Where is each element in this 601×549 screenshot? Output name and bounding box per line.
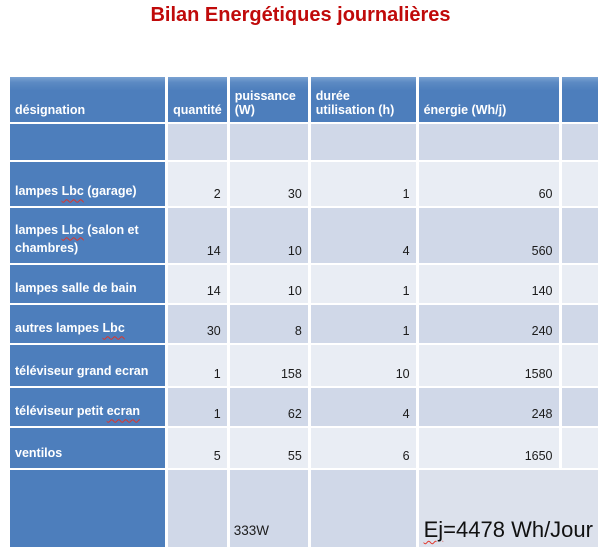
total-power-cell: 333W <box>229 470 308 547</box>
power-cell: 10 <box>229 265 308 303</box>
quantity-cell <box>168 470 227 547</box>
quantity-cell: 1 <box>168 345 227 386</box>
energy-cell: 140 <box>418 265 559 303</box>
extra-cell <box>561 428 598 468</box>
extra-cell <box>561 162 598 206</box>
power-cell <box>229 124 308 160</box>
energy-table: désignation quantité puissance (W) durée… <box>7 75 601 549</box>
designation-cell: téléviseur petit ecran <box>10 388 166 426</box>
quantity-cell: 14 <box>168 208 227 263</box>
table-row: téléviseur grand ecran 1 158 10 1580 <box>10 345 598 386</box>
energy-cell <box>418 124 559 160</box>
designation-cell: autres lampes Lbc <box>10 305 166 343</box>
quantity-cell: 1 <box>168 388 227 426</box>
duration-cell: 1 <box>310 305 416 343</box>
power-cell: 8 <box>229 305 308 343</box>
header-energy: énergie (Wh/j) <box>418 77 559 122</box>
power-cell: 30 <box>229 162 308 206</box>
designation-cell: ventilos <box>10 428 166 468</box>
energy-cell: 240 <box>418 305 559 343</box>
designation-cell <box>10 124 166 160</box>
misspelled-word: Ej <box>423 516 444 542</box>
duration-cell: 4 <box>310 208 416 263</box>
energy-cell: 1650 <box>418 428 559 468</box>
header-duration: durée utilisation (h) <box>310 77 416 122</box>
extra-cell <box>561 305 598 343</box>
total-energy-cell: Ej=4478 Wh/Jour <box>418 470 598 547</box>
table-header-row: désignation quantité puissance (W) durée… <box>10 77 598 122</box>
extra-cell <box>561 345 598 386</box>
designation-cell: téléviseur grand ecran <box>10 345 166 386</box>
page-title: Bilan Energétiques journalières <box>150 4 451 26</box>
power-cell: 55 <box>229 428 308 468</box>
misspelled-word: Lbc <box>61 222 84 237</box>
table-row: lampes Lbc (garage) 2 30 1 60 <box>10 162 598 206</box>
misspelled-word: ecran <box>106 404 141 419</box>
duration-cell: 1 <box>310 162 416 206</box>
power-cell: 62 <box>229 388 308 426</box>
duration-cell: 10 <box>310 345 416 386</box>
energy-cell: 1580 <box>418 345 559 386</box>
duration-cell: 4 <box>310 388 416 426</box>
designation-cell: lampes Lbc (salon et chambres) <box>10 208 166 263</box>
energy-cell: 560 <box>418 208 559 263</box>
duration-cell: 6 <box>310 428 416 468</box>
energy-cell: 248 <box>418 388 559 426</box>
quantity-cell: 5 <box>168 428 227 468</box>
header-extra <box>561 77 598 122</box>
header-quantity: quantité <box>168 77 227 122</box>
spacer-row <box>10 124 598 160</box>
header-power: puissance (W) <box>229 77 308 122</box>
quantity-cell: 14 <box>168 265 227 303</box>
duration-cell <box>310 470 416 547</box>
table-row: lampes Lbc (salon et chambres) 14 10 4 5… <box>10 208 598 263</box>
quantity-cell: 2 <box>168 162 227 206</box>
designation-cell: lampes Lbc (garage) <box>10 162 166 206</box>
table-row: téléviseur petit ecran 1 62 4 248 <box>10 388 598 426</box>
designation-cell: lampes salle de bain <box>10 265 166 303</box>
table-row: ventilos 5 55 6 1650 <box>10 428 598 468</box>
duration-cell: 1 <box>310 265 416 303</box>
duration-cell <box>310 124 416 160</box>
power-cell: 10 <box>229 208 308 263</box>
quantity-cell: 30 <box>168 305 227 343</box>
energy-cell: 60 <box>418 162 559 206</box>
quantity-cell <box>168 124 227 160</box>
extra-cell <box>561 208 598 263</box>
header-designation: désignation <box>10 77 166 122</box>
extra-cell <box>561 124 598 160</box>
extra-cell <box>561 388 598 426</box>
designation-cell <box>10 470 166 547</box>
table-row: autres lampes Lbc 30 8 1 240 <box>10 305 598 343</box>
misspelled-word: Lbc <box>102 321 125 336</box>
extra-cell <box>561 265 598 303</box>
table-row: lampes salle de bain 14 10 1 140 <box>10 265 598 303</box>
totals-row: 333W Ej=4478 Wh/Jour <box>10 470 598 547</box>
misspelled-word: Lbc <box>61 184 84 199</box>
power-cell: 158 <box>229 345 308 386</box>
